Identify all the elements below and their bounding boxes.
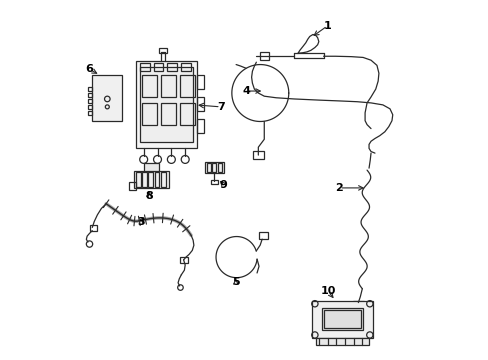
Bar (315, 338, 368, 345)
Bar (321, 309, 363, 330)
Bar (87, 111, 92, 115)
Bar (252, 151, 264, 159)
Bar (161, 103, 175, 125)
Bar (206, 163, 210, 172)
Bar (197, 119, 204, 132)
Bar (204, 162, 224, 173)
Bar (323, 310, 361, 328)
Text: 5: 5 (231, 276, 239, 287)
Bar (142, 75, 157, 97)
Bar (180, 257, 187, 263)
Bar (87, 87, 92, 91)
Bar (159, 48, 167, 53)
Bar (218, 163, 222, 172)
Bar (87, 105, 92, 109)
Bar (143, 163, 159, 171)
Bar (148, 172, 153, 187)
Bar (136, 172, 140, 187)
Text: 10: 10 (320, 287, 335, 297)
Text: 2: 2 (335, 183, 343, 193)
Bar (161, 172, 165, 187)
Bar (129, 183, 136, 190)
Text: 6: 6 (85, 64, 93, 74)
Bar (179, 75, 194, 97)
Text: 9: 9 (219, 180, 227, 190)
Text: 8: 8 (144, 191, 152, 201)
Text: 1: 1 (323, 21, 331, 31)
Bar (179, 103, 194, 125)
Bar (259, 232, 267, 239)
Bar (134, 171, 169, 188)
Bar (87, 93, 92, 97)
Bar (167, 63, 177, 71)
Bar (161, 75, 175, 97)
Bar (311, 301, 372, 338)
Bar (142, 103, 157, 125)
Bar (181, 63, 191, 71)
Bar (87, 99, 92, 103)
Bar (153, 63, 163, 71)
Bar (89, 225, 97, 231)
Bar (197, 97, 204, 111)
Bar (140, 67, 193, 143)
Bar (136, 62, 197, 148)
Bar (197, 75, 204, 89)
Text: 4: 4 (242, 86, 250, 96)
Bar (352, 301, 363, 308)
Bar (154, 172, 159, 187)
Bar (140, 63, 149, 71)
Bar (92, 75, 122, 121)
Text: 7: 7 (217, 102, 224, 112)
Bar (259, 52, 268, 60)
Bar (142, 172, 146, 187)
Text: 3: 3 (137, 216, 144, 226)
Bar (212, 163, 216, 172)
Bar (211, 180, 217, 184)
